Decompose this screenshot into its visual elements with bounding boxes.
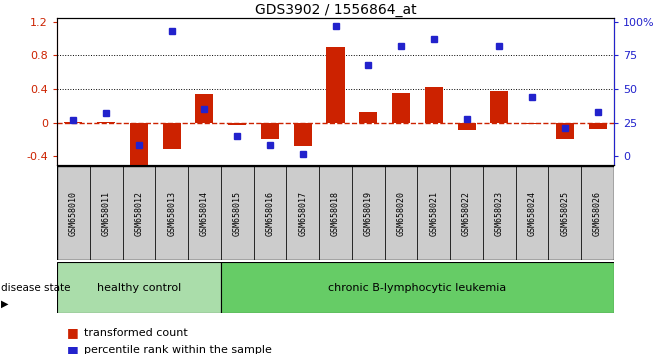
Bar xyxy=(425,87,443,122)
Text: GSM658019: GSM658019 xyxy=(364,191,373,236)
Text: GSM658021: GSM658021 xyxy=(429,191,438,236)
Bar xyxy=(450,166,483,260)
Bar xyxy=(123,166,155,260)
Text: GSM658024: GSM658024 xyxy=(527,191,537,236)
Bar xyxy=(294,122,312,146)
Bar xyxy=(162,122,180,149)
Bar xyxy=(221,166,254,260)
Bar xyxy=(392,93,410,122)
Bar xyxy=(195,94,213,122)
Text: GSM658013: GSM658013 xyxy=(167,191,176,236)
Text: GSM658014: GSM658014 xyxy=(200,191,209,236)
Text: GSM658023: GSM658023 xyxy=(495,191,504,236)
Bar xyxy=(90,166,123,260)
Bar xyxy=(516,166,548,260)
Bar xyxy=(254,166,287,260)
Bar xyxy=(130,122,148,165)
Text: ■: ■ xyxy=(67,326,79,339)
Text: GSM658017: GSM658017 xyxy=(298,191,307,236)
Bar xyxy=(588,122,607,129)
Bar xyxy=(57,166,90,260)
Text: GSM658025: GSM658025 xyxy=(560,191,569,236)
Title: GDS3902 / 1556864_at: GDS3902 / 1556864_at xyxy=(255,3,416,17)
Bar xyxy=(458,122,476,130)
Text: GSM658018: GSM658018 xyxy=(331,191,340,236)
Bar xyxy=(188,166,221,260)
Text: GSM658010: GSM658010 xyxy=(69,191,78,236)
Text: GSM658020: GSM658020 xyxy=(397,191,405,236)
Bar xyxy=(556,122,574,139)
Text: chronic B-lymphocytic leukemia: chronic B-lymphocytic leukemia xyxy=(328,282,507,293)
Bar xyxy=(228,122,246,125)
Bar xyxy=(352,166,384,260)
Bar xyxy=(483,166,516,260)
Bar xyxy=(581,166,614,260)
Bar xyxy=(417,166,450,260)
Bar xyxy=(384,166,417,260)
Text: disease state: disease state xyxy=(1,282,70,293)
Bar xyxy=(548,166,581,260)
Bar xyxy=(359,112,377,122)
Bar xyxy=(523,122,541,124)
Bar xyxy=(155,166,188,260)
Text: GSM658026: GSM658026 xyxy=(593,191,602,236)
Bar xyxy=(319,166,352,260)
Text: healthy control: healthy control xyxy=(97,282,181,293)
Bar xyxy=(261,122,279,138)
Text: ■: ■ xyxy=(67,344,79,354)
Text: GSM658022: GSM658022 xyxy=(462,191,471,236)
Text: GSM658012: GSM658012 xyxy=(134,191,144,236)
Text: percentile rank within the sample: percentile rank within the sample xyxy=(84,346,272,354)
Text: GSM658016: GSM658016 xyxy=(266,191,274,236)
Bar xyxy=(491,91,509,122)
Bar xyxy=(221,262,614,313)
Bar xyxy=(287,166,319,260)
Text: GSM658015: GSM658015 xyxy=(233,191,242,236)
Text: GSM658011: GSM658011 xyxy=(102,191,111,236)
Bar xyxy=(57,262,221,313)
Text: ▶: ▶ xyxy=(1,298,8,309)
Bar xyxy=(327,47,344,122)
Text: transformed count: transformed count xyxy=(84,328,188,338)
